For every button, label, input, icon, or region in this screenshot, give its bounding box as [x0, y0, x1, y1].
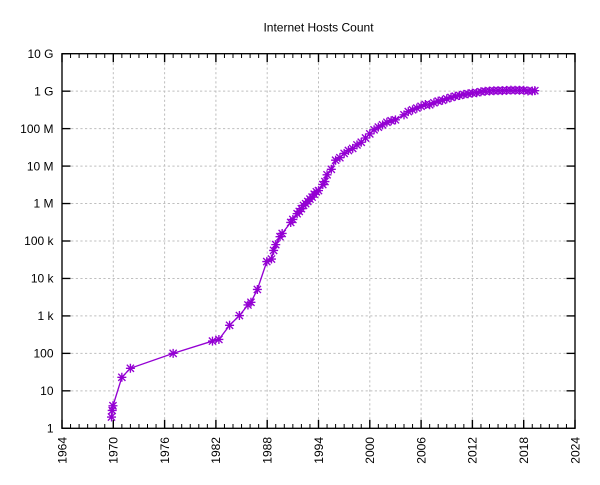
svg-text:Internet Hosts Count: Internet Hosts Count [263, 21, 374, 35]
svg-text:1964: 1964 [55, 437, 69, 464]
svg-text:1994: 1994 [312, 437, 326, 464]
svg-text:1982: 1982 [209, 437, 223, 464]
svg-text:2024: 2024 [568, 437, 582, 464]
svg-text:1: 1 [47, 422, 54, 436]
svg-text:100 M: 100 M [20, 122, 53, 136]
svg-text:1976: 1976 [158, 437, 172, 464]
svg-text:1970: 1970 [107, 437, 121, 464]
svg-text:2000: 2000 [363, 437, 377, 464]
svg-text:2018: 2018 [517, 437, 531, 464]
svg-text:2012: 2012 [466, 437, 480, 464]
svg-text:100 k: 100 k [24, 234, 54, 248]
svg-text:1 k: 1 k [37, 309, 54, 323]
svg-text:100: 100 [33, 347, 53, 361]
svg-text:10 M: 10 M [27, 159, 54, 173]
svg-text:1988: 1988 [261, 437, 275, 464]
svg-text:2006: 2006 [414, 437, 428, 464]
svg-text:10 k: 10 k [31, 272, 55, 286]
svg-text:10: 10 [40, 384, 54, 398]
svg-text:10 G: 10 G [27, 47, 53, 61]
svg-text:1 G: 1 G [34, 84, 53, 98]
svg-text:1 M: 1 M [33, 197, 53, 211]
